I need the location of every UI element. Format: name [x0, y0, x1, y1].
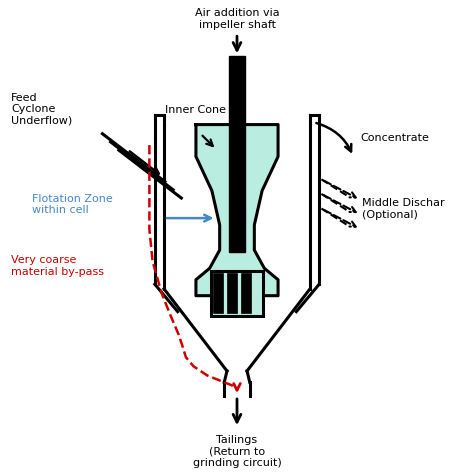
Text: Middle Dischar
(Optional): Middle Dischar (Optional) [363, 198, 445, 220]
Text: Very coarse
material by-pass: Very coarse material by-pass [11, 255, 104, 277]
Bar [229, 56, 245, 252]
Text: Tailings
(Return to
grinding circuit): Tailings (Return to grinding circuit) [192, 435, 282, 468]
Bar [227, 273, 237, 313]
Text: Flotation Zone
within cell: Flotation Zone within cell [32, 194, 112, 215]
Text: Inner Cone: Inner Cone [165, 105, 227, 116]
Text: Concentrate: Concentrate [360, 133, 429, 143]
Bar [210, 271, 264, 316]
Polygon shape [196, 125, 278, 296]
Text: Feed
Cyclone
Underflow): Feed Cyclone Underflow) [11, 92, 73, 126]
Bar [213, 273, 223, 313]
Text: Air addition via
impeller shaft: Air addition via impeller shaft [195, 8, 279, 30]
Bar [241, 273, 251, 313]
